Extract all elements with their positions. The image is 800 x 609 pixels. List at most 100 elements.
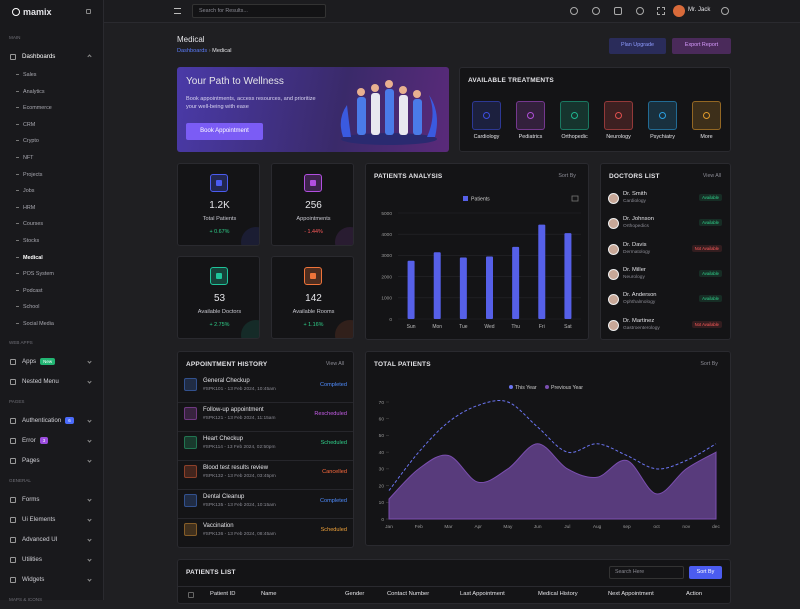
bar xyxy=(486,256,493,319)
wellness-card: Your Path to Wellness Book appointments,… xyxy=(177,67,449,152)
menu-label: Error xyxy=(22,436,36,444)
bar xyxy=(459,257,467,319)
view-all-link[interactable]: View All xyxy=(702,173,721,179)
settings-icon[interactable] xyxy=(721,7,729,15)
user-avatar[interactable] xyxy=(673,5,685,17)
menu-item[interactable]: Authentication 6 xyxy=(0,411,103,431)
treatments-card: AVAILABLE TREATMENTS Cardiology Pediatric… xyxy=(459,67,731,152)
menu-item[interactable]: Forms xyxy=(0,490,103,510)
breadcrumb-link[interactable]: Dashboards xyxy=(177,48,208,54)
x-tick-label: Apr xyxy=(474,524,482,530)
theme-icon[interactable] xyxy=(592,7,600,15)
x-tick-label: sep xyxy=(623,525,631,530)
doctor-specialty: Dermatology xyxy=(623,249,651,255)
menu-icon xyxy=(10,457,16,464)
y-tick-label: 3000 xyxy=(381,253,392,259)
menu-badge: 6 xyxy=(65,416,74,424)
submenu-item[interactable]: Projects xyxy=(0,167,103,184)
stat-value: 53 xyxy=(213,293,226,304)
stat-icon-dot xyxy=(216,180,222,186)
appointment-status: Completed xyxy=(319,498,347,504)
plan-upgrade-button[interactable]: Plan Upgrade xyxy=(609,38,666,54)
submenu-item[interactable]: Courses xyxy=(0,216,103,233)
submenu-label: Jobs xyxy=(23,188,35,195)
book-appointment-button[interactable]: Book Appointment xyxy=(186,123,263,140)
column-header: Name xyxy=(261,591,277,597)
treatment-glyph xyxy=(703,112,710,119)
menu-item[interactable]: Apps New xyxy=(0,352,103,372)
column-header: Last Appointment xyxy=(460,591,505,597)
stat-card: 256 Appointments - 1.44% xyxy=(271,163,354,246)
menu-item[interactable]: Dashboards xyxy=(0,47,103,67)
submenu-item[interactable]: Ecommerce xyxy=(0,100,103,117)
search-box[interactable]: Search for Results... xyxy=(192,4,326,18)
submenu-item[interactable]: Crypto xyxy=(0,133,103,150)
menu-item[interactable]: Widgets xyxy=(0,570,103,590)
menu-icon xyxy=(10,496,16,503)
submenu-item[interactable]: Analytics xyxy=(0,84,103,101)
submenu-item[interactable]: Social Media xyxy=(0,316,103,333)
x-tick-label: Sun xyxy=(407,324,416,330)
user-name[interactable]: Mr. Jack xyxy=(688,7,711,13)
stat-card: 53 Available Doctors + 2.75% xyxy=(177,256,260,339)
submenu-item[interactable]: POS System xyxy=(0,266,103,283)
menu-badge: New xyxy=(40,357,56,365)
stat-change: + 1.16% xyxy=(303,322,324,328)
brand[interactable]: mamix xyxy=(12,7,52,17)
stat-card: 142 Available Rooms + 1.16% xyxy=(271,256,354,339)
patients-search[interactable]: Search Here xyxy=(609,566,684,579)
collapse-icon[interactable] xyxy=(86,9,91,14)
menu-item[interactable]: Pages xyxy=(0,451,103,471)
bar xyxy=(407,260,415,319)
export-report-button[interactable]: Export Report xyxy=(672,38,731,54)
submenu-item[interactable]: Medical xyxy=(0,250,103,267)
cart-icon[interactable] xyxy=(614,7,622,15)
area-chart: This Year Previous Year 0 10 20 30 40 50 60 70 Jan… xyxy=(379,385,720,530)
decor-circle xyxy=(241,227,259,245)
menu-label: Forms xyxy=(22,495,40,503)
submenu-item[interactable]: School xyxy=(0,299,103,316)
chevron xyxy=(87,457,92,463)
submenu-item[interactable]: HRM xyxy=(0,200,103,217)
menu-badge: 3 xyxy=(39,436,49,444)
language-icon[interactable] xyxy=(570,7,578,15)
submenu-label: Ecommerce xyxy=(23,105,52,112)
sort-button[interactable]: Sort By xyxy=(689,566,722,579)
view-all-link[interactable]: View All xyxy=(325,361,344,367)
appointment-icon xyxy=(184,378,197,391)
stat-label: Available Doctors xyxy=(197,309,242,315)
menu-toggle[interactable] xyxy=(174,8,181,14)
menu-item[interactable]: Error 3 xyxy=(0,431,103,451)
menu-item[interactable]: Ui Elements xyxy=(0,510,103,530)
x-tick-label: May xyxy=(503,524,513,530)
bar xyxy=(538,224,546,319)
appointments-card: APPOINTMENT HISTORY View All General Che… xyxy=(177,351,354,548)
sort-dropdown[interactable]: Sort By xyxy=(558,173,576,179)
menu-label: Advanced UI xyxy=(22,535,58,543)
sort-dropdown[interactable]: Sort By xyxy=(700,361,718,367)
wellness-title: Your Path to Wellness xyxy=(186,76,284,87)
decor-circle xyxy=(241,320,259,338)
brand-text: mamix xyxy=(23,7,52,17)
submenu-item[interactable]: Jobs xyxy=(0,183,103,200)
notification-icon[interactable] xyxy=(636,7,644,15)
menu-item[interactable]: Nested Menu xyxy=(0,372,103,392)
submenu-dash xyxy=(16,74,19,76)
submenu-item[interactable]: NFT xyxy=(0,150,103,167)
stat-label: Available Rooms xyxy=(292,309,335,315)
stat-value: 256 xyxy=(305,200,322,211)
doctor-status: Not Available xyxy=(691,320,722,328)
submenu-item[interactable]: CRM xyxy=(0,117,103,134)
appointment-icon xyxy=(184,523,197,536)
menu-item[interactable]: Advanced UI xyxy=(0,530,103,550)
menu-icon xyxy=(10,516,16,523)
submenu-item[interactable]: Podcast xyxy=(0,283,103,300)
appointment-detail: #SPK114 - 13 Feb 2024, 02:50pm xyxy=(203,445,276,450)
submenu-item[interactable]: Sales xyxy=(0,67,103,84)
fullscreen-icon[interactable] xyxy=(657,7,665,15)
menu-item[interactable]: Utilities xyxy=(0,550,103,570)
select-all-checkbox[interactable] xyxy=(188,592,194,598)
stat-value: 142 xyxy=(305,293,322,304)
submenu-item[interactable]: Stocks xyxy=(0,233,103,250)
y-tick-label: 40 xyxy=(379,450,385,456)
